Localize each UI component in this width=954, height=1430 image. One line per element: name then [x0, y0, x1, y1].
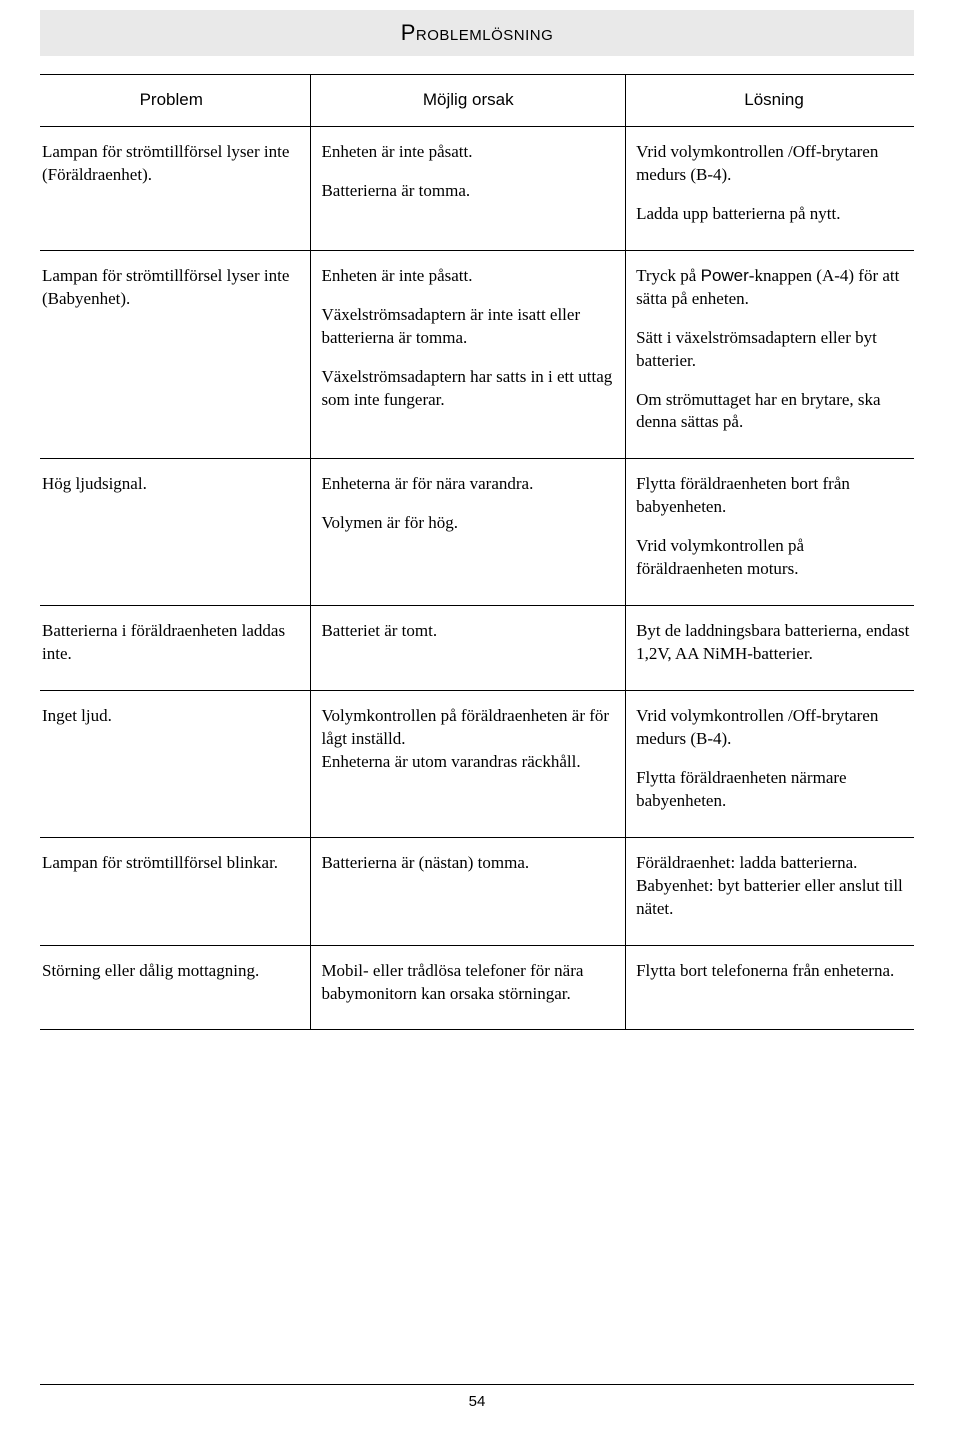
cell-solution: Flytta bort telefonerna från enheterna. — [626, 945, 914, 1030]
cell-paragraph: Enheten är inte påsatt. — [321, 141, 615, 164]
table-row: Hög ljudsignal. Enheterna är för nära var… — [40, 459, 914, 606]
page-number: 54 — [469, 1393, 486, 1410]
table-row: Inget ljud. Volymkontrollen på föräldraen… — [40, 691, 914, 838]
cell-paragraph: Tryck på Power-knappen (A-4) för att sät… — [636, 265, 912, 311]
cell-cause: Mobil- eller trådlösa telefoner för nära… — [311, 945, 626, 1030]
table-row: Störning eller dålig mottagning. Mobil- e… — [40, 945, 914, 1030]
troubleshooting-table: Problem Möjlig orsak Lösning Lampan för … — [40, 74, 914, 1030]
cell-paragraph: Volymen är för hög. — [321, 512, 615, 535]
cell-solution: Vrid volymkontrollen /Off-brytaren medur… — [626, 126, 914, 250]
cell-paragraph: Byt de laddningsbara batterierna, endast… — [636, 620, 912, 666]
cell-cause: Enheten är inte påsatt. Batterierna är to… — [311, 126, 626, 250]
table-row: Lampan för strömtillförsel blinkar. Batte… — [40, 837, 914, 945]
cell-paragraph: Sätt i växelströmsadaptern eller byt bat… — [636, 327, 912, 373]
document-title: Problemlösning — [40, 20, 914, 46]
cell-solution: Föräldraenhet: ladda batterierna. Babyen… — [626, 837, 914, 945]
cell-solution: Flytta föräldraenheten bort från babyenh… — [626, 459, 914, 606]
cell-paragraph: Om strömuttaget har en brytare, ska denn… — [636, 389, 912, 435]
cell-solution: Tryck på Power-knappen (A-4) för att sät… — [626, 250, 914, 459]
cell-cause: Batterierna är (nästan) tomma. — [311, 837, 626, 945]
cell-paragraph: Ladda upp batterierna på nytt. — [636, 203, 912, 226]
cell-cause: Enheten är inte påsatt. Växelströmsadapte… — [311, 250, 626, 459]
cell-paragraph: Enheterna är för nära varandra. — [321, 473, 615, 496]
table-row: Batterierna i föräldraenheten laddas int… — [40, 606, 914, 691]
cell-paragraph: Batterierna är tomma. — [321, 180, 615, 203]
cell-paragraph: Lampan för strömtillförsel lyser inte (B… — [42, 265, 300, 311]
cell-paragraph: Växelströmsadaptern är inte isatt eller … — [321, 304, 615, 350]
cell-problem: Inget ljud. — [40, 691, 311, 838]
cell-paragraph: Mobil- eller trådlösa telefoner för nära… — [321, 960, 615, 1006]
cell-paragraph: Batteriet är tomt. — [321, 620, 615, 643]
cell-cause: Enheterna är för nära varandra. Volymen ä… — [311, 459, 626, 606]
cell-paragraph: Enheten är inte påsatt. — [321, 265, 615, 288]
page-footer: 54 — [40, 1384, 914, 1410]
cell-paragraph: Flytta föräldraenheten bort från babyenh… — [636, 473, 912, 519]
cell-paragraph: Hög ljudsignal. — [42, 473, 300, 496]
cell-paragraph: Störning eller dålig mottagning. — [42, 960, 300, 983]
cell-paragraph: Föräldraenhet: ladda batterierna. Babyen… — [636, 852, 912, 921]
cell-paragraph: Vrid volymkontrollen /Off-brytaren medur… — [636, 141, 912, 187]
cell-paragraph: Batterierna är (nästan) tomma. — [321, 852, 615, 875]
cell-paragraph: Växelströmsadaptern har satts in i ett u… — [321, 366, 615, 412]
cell-problem: Störning eller dålig mottagning. — [40, 945, 311, 1030]
header-solution: Lösning — [626, 75, 914, 127]
cell-paragraph: Batterierna i föräldraenheten laddas int… — [42, 620, 300, 666]
cell-problem: Batterierna i föräldraenheten laddas int… — [40, 606, 311, 691]
header-cause: Möjlig orsak — [311, 75, 626, 127]
cell-solution: Byt de laddningsbara batterierna, endast… — [626, 606, 914, 691]
cell-solution: Vrid volymkontrollen /Off-brytaren medur… — [626, 691, 914, 838]
header-problem: Problem — [40, 75, 311, 127]
cell-cause: Volymkontrollen på föräldraenheten är fö… — [311, 691, 626, 838]
cell-paragraph: Flytta bort telefonerna från enheterna. — [636, 960, 912, 983]
cell-problem: Lampan för strömtillförsel lyser inte (B… — [40, 250, 311, 459]
cell-paragraph: Vrid volymkontrollen på föräldraenheten … — [636, 535, 912, 581]
cell-paragraph: Vrid volymkontrollen /Off-brytaren medur… — [636, 705, 912, 751]
table-row: Lampan för strömtillförsel lyser inte (B… — [40, 250, 914, 459]
table-header-row: Problem Möjlig orsak Lösning — [40, 75, 914, 127]
cell-paragraph: Inget ljud. — [42, 705, 300, 728]
cell-paragraph: Lampan för strömtillförsel lyser inte (F… — [42, 141, 300, 187]
cell-problem: Lampan för strömtillförsel lyser inte (F… — [40, 126, 311, 250]
cell-problem: Lampan för strömtillförsel blinkar. — [40, 837, 311, 945]
cell-paragraph: Lampan för strömtillförsel blinkar. — [42, 852, 300, 875]
document-title-bar: Problemlösning — [40, 10, 914, 56]
cell-paragraph: Flytta föräldraenheten närmare babyenhet… — [636, 767, 912, 813]
cell-cause: Batteriet är tomt. — [311, 606, 626, 691]
cell-paragraph: Volymkontrollen på föräldraenheten är fö… — [321, 705, 615, 774]
table-row: Lampan för strömtillförsel lyser inte (F… — [40, 126, 914, 250]
cell-problem: Hög ljudsignal. — [40, 459, 311, 606]
